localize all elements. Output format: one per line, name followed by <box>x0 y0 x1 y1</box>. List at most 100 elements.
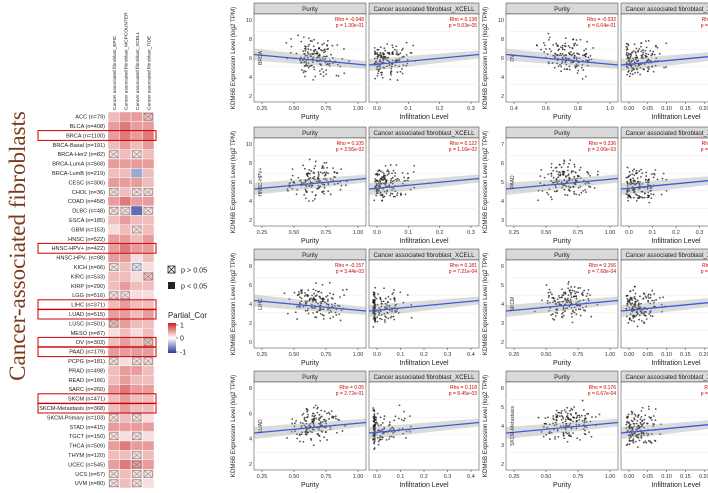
data-point <box>373 414 376 417</box>
nonsignificant-cross <box>143 357 153 365</box>
data-point <box>652 425 655 428</box>
data-point <box>338 305 341 307</box>
heatmap-cell <box>130 243 143 254</box>
scatter-panel: KDM6B Expression Level (log2 TPM) PurityR… <box>230 248 480 367</box>
x-tick-label: 0.1 <box>397 474 405 480</box>
data-point <box>383 66 386 69</box>
data-point <box>378 60 381 63</box>
x-tick-label: 0.50 <box>289 474 300 480</box>
data-point <box>568 46 571 49</box>
data-point <box>289 51 292 54</box>
data-point <box>313 175 316 178</box>
data-point <box>575 297 578 300</box>
heatmap-cell <box>119 346 132 357</box>
data-point <box>333 176 336 178</box>
data-point <box>561 170 564 173</box>
data-point <box>302 50 305 53</box>
y-axis-label: KDM6B Expression Level (log2 TPM) <box>482 131 489 233</box>
heatmap-cell <box>130 158 143 169</box>
data-point <box>383 287 385 290</box>
data-point <box>377 185 380 188</box>
data-point <box>405 41 408 44</box>
data-point <box>555 42 557 45</box>
data-point <box>308 43 311 46</box>
heatmap-cell <box>119 412 132 423</box>
data-point <box>394 415 397 418</box>
data-point <box>545 48 547 50</box>
data-point <box>629 174 632 177</box>
trend-line <box>620 180 708 190</box>
data-point <box>386 173 389 176</box>
data-point <box>579 38 582 41</box>
facet-strip-label: Cancer associated fibroblast_XCELL <box>373 130 475 137</box>
nonsignificant-marker <box>109 206 119 215</box>
data-point <box>327 190 330 193</box>
data-point <box>573 165 576 168</box>
data-point <box>328 64 331 67</box>
data-point <box>319 439 322 442</box>
stat-p: p = 2.99e-05 <box>701 23 708 29</box>
data-point <box>381 422 384 424</box>
data-point <box>321 283 324 286</box>
data-point <box>635 47 638 50</box>
data-point <box>641 406 644 409</box>
data-point <box>401 427 404 430</box>
data-point <box>312 423 315 426</box>
facet-strip-label: Cancer associated fibroblast_XCELL <box>373 6 475 13</box>
data-point <box>317 178 320 180</box>
data-point <box>637 299 639 302</box>
data-point <box>303 424 306 427</box>
y-tick-label: 0 <box>249 340 252 346</box>
heatmap-cell <box>130 384 143 395</box>
data-point <box>373 50 376 53</box>
data-point <box>641 183 644 185</box>
data-point <box>329 428 332 430</box>
data-point <box>321 431 324 433</box>
heatmap-cell <box>130 346 143 357</box>
data-point <box>323 42 325 45</box>
data-point <box>291 187 294 190</box>
data-point <box>570 427 573 430</box>
heatmap-cell <box>130 337 143 348</box>
data-point <box>304 300 307 303</box>
trend-line <box>368 53 480 66</box>
data-point <box>399 70 402 73</box>
data-point <box>565 57 568 60</box>
plot-area <box>505 259 619 349</box>
data-point <box>552 54 555 57</box>
heatmap-column-label: Cancer associated fibroblast_MCPCOUNTER <box>124 12 130 110</box>
data-point <box>305 294 307 296</box>
data-point <box>325 69 328 72</box>
data-point <box>384 177 387 180</box>
data-point <box>377 70 380 72</box>
data-point <box>321 298 323 301</box>
data-point <box>573 43 575 45</box>
y-tick-label: 5 <box>501 180 504 186</box>
x-tick-label: 0.2 <box>672 230 680 236</box>
data-point <box>312 56 315 59</box>
data-point <box>627 67 630 70</box>
data-point <box>397 311 400 314</box>
heatmap-row-label: SKCM-Primary (n=103) <box>47 415 105 421</box>
data-point <box>289 181 292 184</box>
data-point <box>306 179 309 182</box>
data-point <box>546 302 549 305</box>
data-point <box>586 59 589 62</box>
data-point <box>382 58 385 61</box>
data-point <box>552 301 554 303</box>
data-point <box>318 434 320 437</box>
data-point <box>568 432 570 434</box>
data-point <box>376 173 379 176</box>
data-point <box>331 44 334 47</box>
heatmap-cell <box>142 328 155 338</box>
data-point <box>343 48 345 50</box>
data-point <box>589 55 592 57</box>
data-point <box>556 53 559 56</box>
heatmap-row-label: BRCA-LumB (n=219) <box>52 171 105 177</box>
x-tick-label: 0.00 <box>624 352 635 358</box>
data-point <box>641 172 644 175</box>
data-point <box>377 54 380 57</box>
data-point <box>375 194 378 197</box>
data-point <box>639 195 641 198</box>
heatmap-row-label: BRCA-Basal (n=191) <box>53 143 106 149</box>
